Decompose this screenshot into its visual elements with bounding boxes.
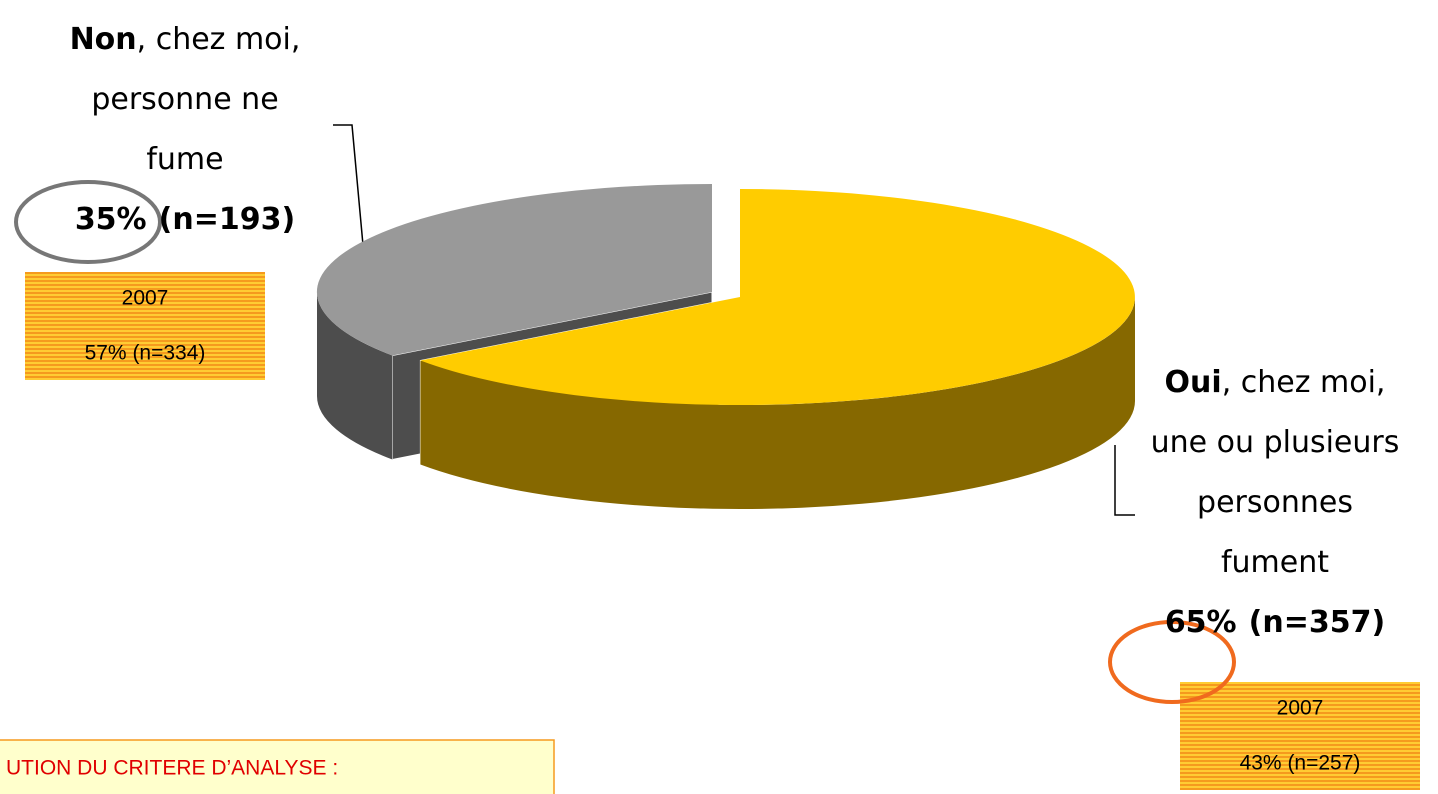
slice-side [420, 297, 1136, 510]
percent: 35% [75, 202, 147, 237]
comparison-value: 43% (n=257) [1240, 752, 1361, 775]
count: (n=357) [1249, 605, 1386, 640]
highlight-circle [1108, 620, 1236, 704]
count: (n=193) [159, 202, 296, 237]
slice-side [316, 292, 393, 460]
leader-line [333, 124, 364, 246]
category-label-bold: Oui [1165, 365, 1222, 400]
category-label: Non, chez moi, [70, 22, 301, 57]
category-label-text: fume [146, 142, 223, 177]
slice [316, 184, 712, 356]
comparison-box [25, 272, 265, 380]
category-label: fume [146, 142, 223, 177]
note: UTION DU CRITERE D’ANALYSE : [6, 757, 338, 780]
pie [316, 184, 1136, 510]
value-label: 35% (n=193) [75, 202, 295, 237]
category-label: personne ne [91, 82, 278, 117]
category-label-text: , chez moi, [137, 22, 301, 57]
value-label: 65% (n=357) [1165, 605, 1385, 640]
comparison-value: 57% (n=334) [85, 342, 206, 365]
category-label-text: , chez moi, [1222, 365, 1386, 400]
comparison-box [1180, 682, 1420, 790]
category-label: une ou plusieurs [1151, 425, 1400, 460]
category-label-bold: Non [70, 22, 137, 57]
comparison-year: 2007 [122, 287, 169, 310]
highlight-circle [14, 180, 162, 264]
note-box [0, 739, 555, 794]
category-label-text: personne ne [91, 82, 278, 117]
category-label: Oui, chez moi, [1165, 365, 1386, 400]
leader-line [1114, 445, 1135, 516]
slice [420, 189, 1135, 405]
category-label: personnes [1197, 485, 1353, 520]
category-label: fument [1221, 545, 1329, 580]
category-label-text: fument [1221, 545, 1329, 580]
category-label-text: personnes [1197, 485, 1353, 520]
comparison-year: 2007 [1277, 697, 1324, 720]
category-label-text: une ou plusieurs [1151, 425, 1400, 460]
percent: 65% [1165, 605, 1237, 640]
